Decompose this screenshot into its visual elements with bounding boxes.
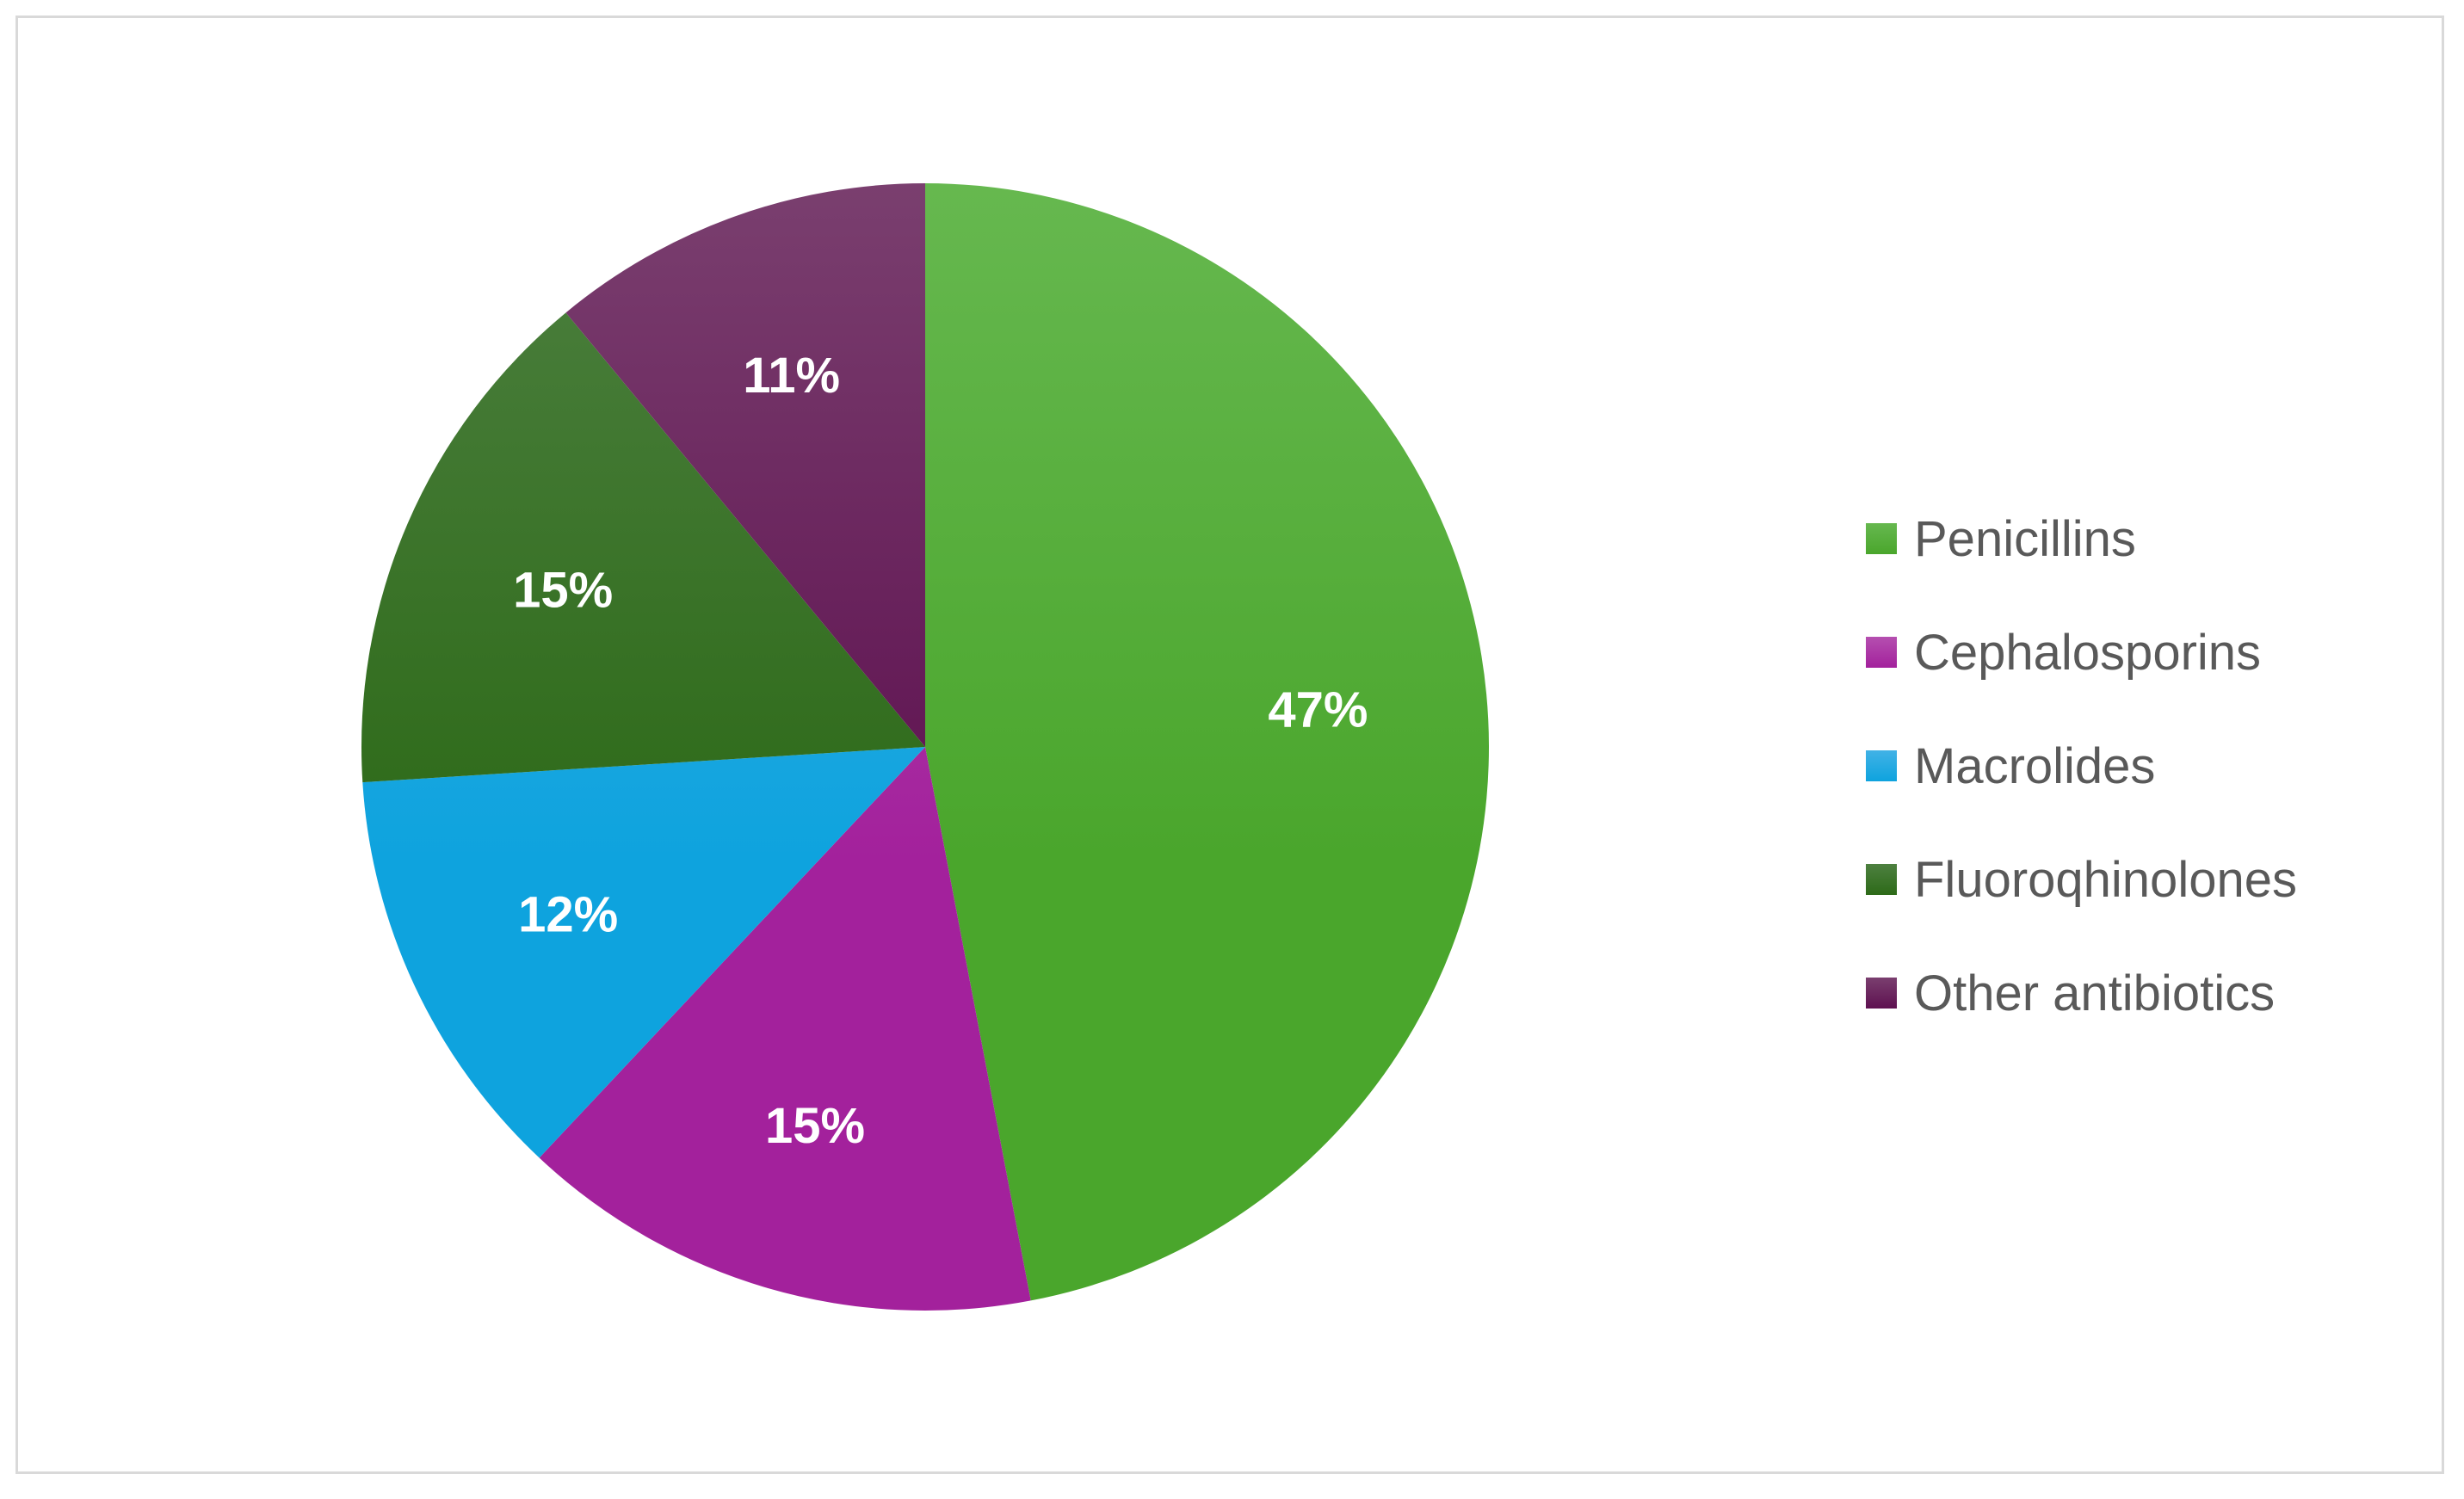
data-label-other-antibiotics: 11% — [743, 348, 840, 404]
legend-label: Macrolides — [1914, 737, 2156, 794]
legend-swatch — [1866, 978, 1897, 1009]
pie-data-labels: 47% 15% 12% 15% 11% — [513, 348, 1368, 1154]
legend-label: Penicillins — [1914, 510, 2136, 567]
legend-swatch — [1866, 864, 1897, 895]
legend-item-fluoroqhinolones: Fluoroqhinolones — [1866, 823, 2434, 936]
legend-item-cephalosporins: Cephalosporins — [1866, 595, 2434, 709]
legend-swatch — [1866, 637, 1897, 668]
data-label-fluoroqhinolones: 15% — [513, 562, 613, 618]
pie-slice-cephalosporins — [539, 747, 1031, 1311]
legend-label: Fluoroqhinolones — [1914, 851, 2297, 908]
chart-legend: Penicillins Cephalosporins Macrolides Fluor… — [1866, 482, 2434, 1050]
pie-slice-penicillins — [925, 183, 1490, 1301]
legend-label: Other antibiotics — [1914, 965, 2276, 1021]
legend-swatch — [1866, 750, 1897, 781]
legend-swatch — [1866, 523, 1897, 554]
pie-slice-fluoroqhinolones — [361, 312, 925, 783]
legend-item-macrolides: Macrolides — [1866, 709, 2434, 823]
data-label-macrolides: 12% — [518, 887, 618, 943]
pie-slices — [361, 183, 1490, 1311]
data-label-penicillins: 47% — [1268, 682, 1368, 737]
pie-slice-other-antibiotics — [565, 183, 925, 747]
legend-label: Cephalosporins — [1914, 624, 2262, 681]
data-label-cephalosporins: 15% — [765, 1098, 865, 1154]
legend-item-penicillins: Penicillins — [1866, 482, 2434, 595]
legend-item-other-antibiotics: Other antibiotics — [1866, 936, 2434, 1050]
pie-slice-macrolides — [362, 747, 925, 1158]
